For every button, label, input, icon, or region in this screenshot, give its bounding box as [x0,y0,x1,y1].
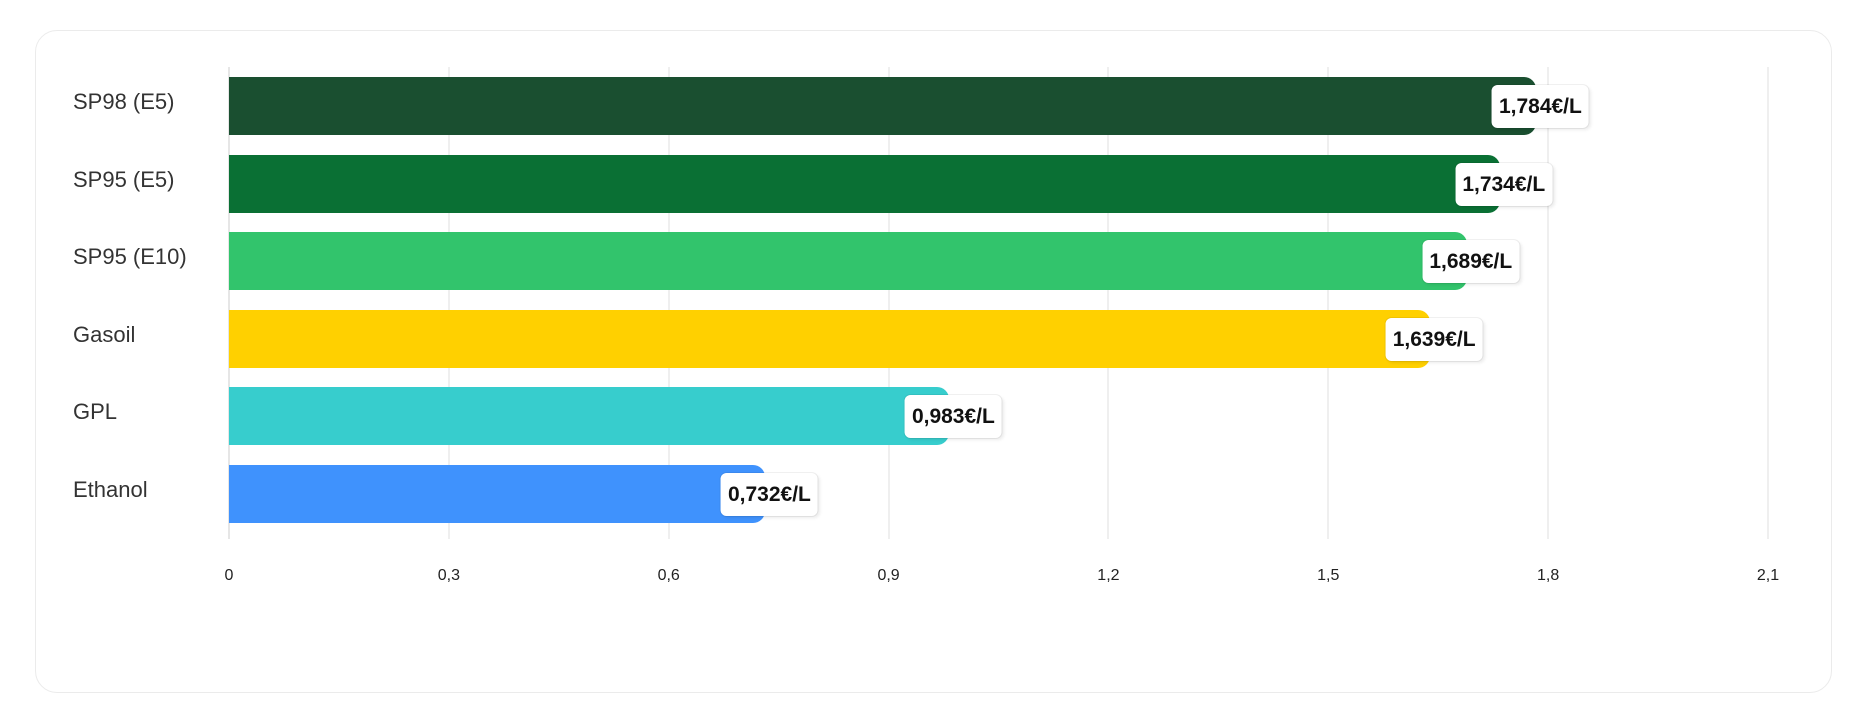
bar[interactable] [229,387,950,446]
x-tick-label: 0,6 [657,567,680,584]
y-axis-line [228,67,230,539]
x-tick-label: 0,9 [877,567,900,584]
value-label: 1,639€/L [1385,317,1483,361]
bar[interactable] [229,309,1431,368]
gridline [1767,67,1769,539]
bar[interactable] [229,77,1537,135]
value-label: 1,689€/L [1422,240,1520,284]
x-tick-label: 1,2 [1097,567,1120,584]
x-tick-label: 1,5 [1317,567,1340,584]
category-label: Ethanol [73,477,148,502]
bar[interactable] [229,154,1500,213]
category-label: SP95 (E10) [73,244,187,270]
bar[interactable] [229,465,766,523]
value-label: 0,983€/L [904,395,1002,439]
gridline [887,67,890,539]
category-label: SP95 (E5) [73,166,175,192]
x-tick-label: 0,3 [437,567,460,584]
x-tick-label: 1,8 [1537,567,1560,584]
category-label: SP98 (E5) [73,89,175,114]
value-label: 1,784€/L [1491,85,1589,128]
gridline [1107,67,1110,539]
gridline [667,67,670,539]
category-label: Gasoil [73,321,136,347]
value-label: 1,734€/L [1455,162,1553,206]
x-tick-label: 2,1 [1756,567,1780,584]
value-label: 0,732€/L [720,473,818,516]
category-label: GPL [73,399,118,425]
gridline [447,67,450,539]
x-tick-label: 0 [224,567,234,584]
bar[interactable] [229,232,1467,291]
gridline [1327,67,1330,539]
gridline [1547,67,1550,539]
